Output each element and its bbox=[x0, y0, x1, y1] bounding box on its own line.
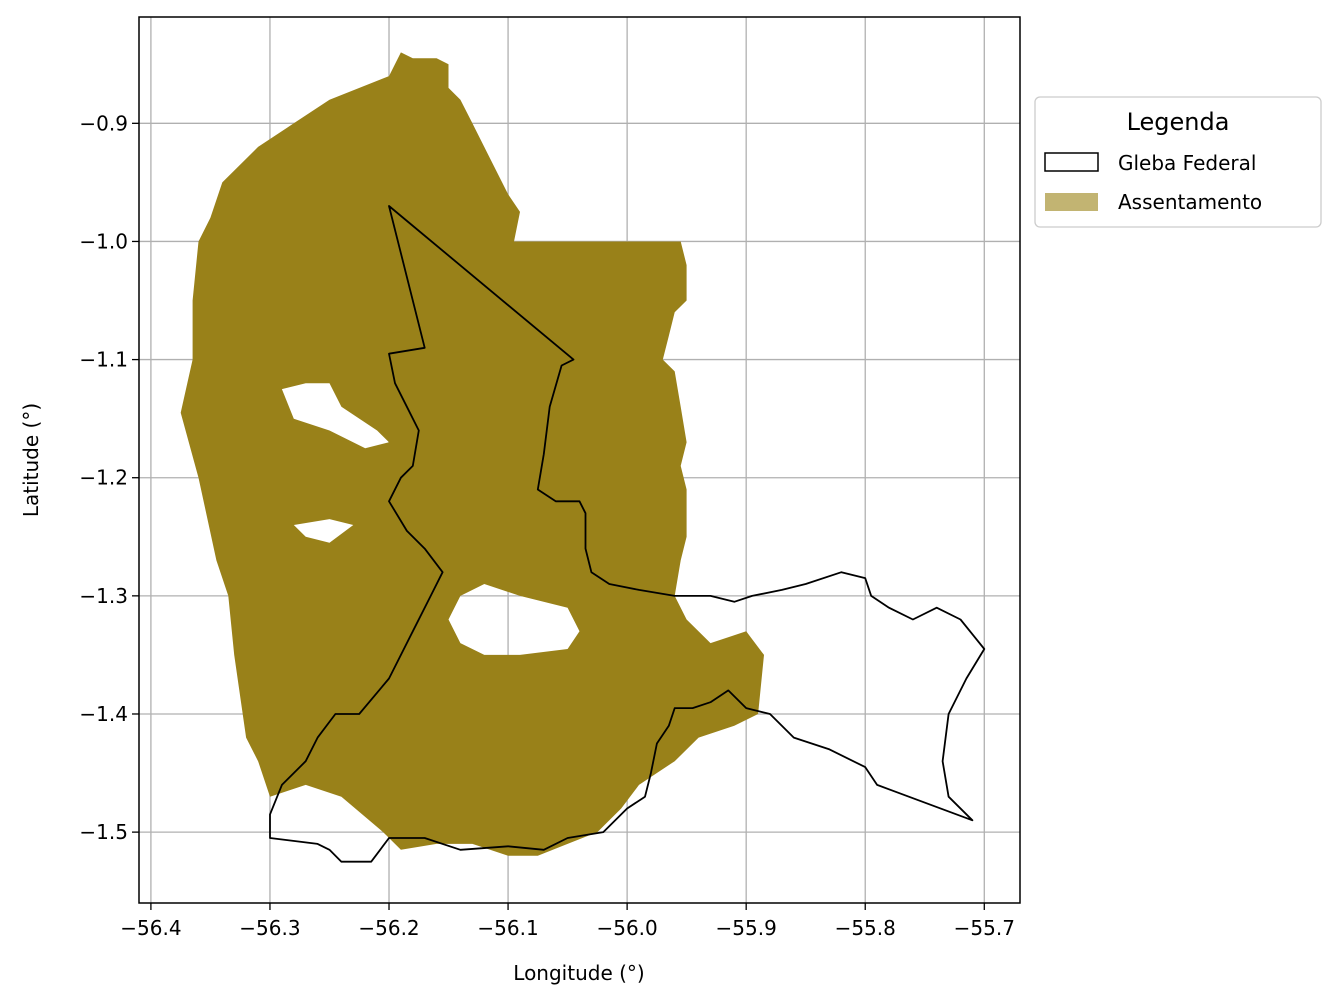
axes-frame bbox=[138, 16, 1021, 904]
x-tick-label: −56.4 bbox=[120, 916, 181, 940]
y-tick-label: −0.9 bbox=[79, 111, 128, 135]
x-axis-label: Longitude (°) bbox=[513, 961, 644, 985]
gleba-federal-outline bbox=[269, 205, 986, 863]
y-tick-label: −1.0 bbox=[79, 229, 128, 253]
x-tick-label: −56.0 bbox=[596, 916, 657, 940]
map-layers bbox=[180, 52, 986, 863]
x-tick-label: −55.9 bbox=[716, 916, 777, 940]
y-tick-label: −1.3 bbox=[79, 584, 128, 608]
y-tick-label: −1.5 bbox=[79, 820, 128, 844]
x-tick-label: −55.8 bbox=[835, 916, 896, 940]
y-tick-label: −1.1 bbox=[79, 348, 128, 372]
y-axis-label: Latitude (°) bbox=[19, 403, 43, 517]
x-tick-label: −56.3 bbox=[239, 916, 300, 940]
legend-swatch-gleba-federal bbox=[1044, 152, 1099, 172]
x-tick-label: −55.7 bbox=[954, 916, 1015, 940]
x-tick-label: −56.1 bbox=[477, 916, 538, 940]
assentamento-polygon bbox=[180, 52, 764, 856]
x-tick-label: −56.2 bbox=[358, 916, 419, 940]
y-tick-label: −1.4 bbox=[79, 702, 128, 726]
legend-title: Legenda bbox=[1127, 108, 1230, 136]
legend: Legenda Gleba Federal Assentamento bbox=[1034, 96, 1322, 228]
legend-label-assentamento: Assentamento bbox=[1118, 190, 1262, 214]
y-axis-ticks: −0.9 −1.0 −1.1 −1.2 −1.3 −1.4 −1.5 bbox=[79, 111, 139, 844]
x-axis-ticks: −56.4 −56.3 −56.2 −56.1 −56.0 −55.9 −55.8 −55.7 bbox=[120, 903, 1015, 940]
y-tick-label: −1.2 bbox=[79, 466, 128, 490]
legend-box bbox=[1034, 96, 1322, 228]
legend-swatch-assentamento bbox=[1045, 193, 1098, 211]
legend-label-gleba-federal: Gleba Federal bbox=[1118, 151, 1256, 175]
